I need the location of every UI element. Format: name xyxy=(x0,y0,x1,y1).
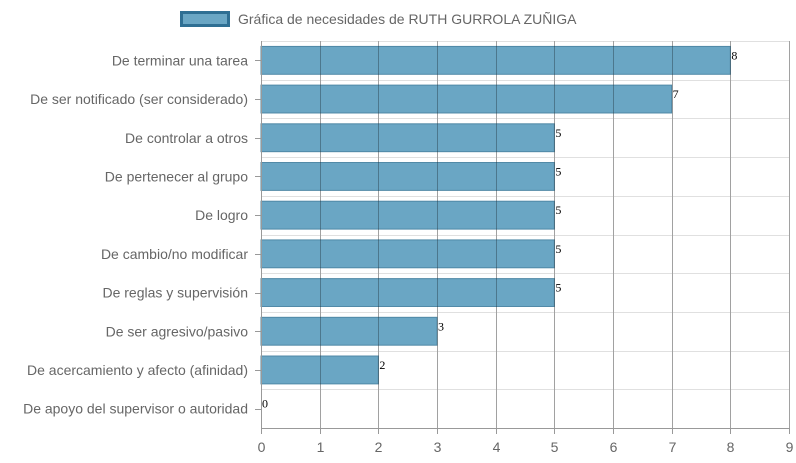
legend-label: Gráfica de necesidades de RUTH GURROLA Z… xyxy=(238,11,577,27)
data-label: 5 xyxy=(555,281,561,295)
category-label: De acercamiento y afecto (afinidad) xyxy=(27,362,248,378)
x-tick-label: 0 xyxy=(258,439,266,455)
x-tick-label: 5 xyxy=(551,439,559,455)
x-tick-label: 6 xyxy=(610,439,618,455)
category-label: De controlar a otros xyxy=(125,130,248,146)
category-label: De ser agresivo/pasivo xyxy=(106,323,249,339)
bar xyxy=(260,84,673,114)
x-tick-label: 7 xyxy=(669,439,677,455)
data-label: 5 xyxy=(555,126,561,140)
x-tick-label: 3 xyxy=(434,439,442,455)
data-label: 5 xyxy=(555,203,561,217)
bar xyxy=(260,355,379,385)
x-tick-label: 1 xyxy=(317,439,325,455)
bar xyxy=(260,123,555,153)
data-label: 2 xyxy=(379,358,385,372)
category-label: De logro xyxy=(195,207,248,223)
data-label: 8 xyxy=(731,48,737,62)
bar xyxy=(260,239,555,269)
category-label: De cambio/no modificar xyxy=(101,246,248,262)
data-label: 7 xyxy=(673,87,679,101)
data-label: 5 xyxy=(555,242,561,256)
category-label: De terminar una tarea xyxy=(112,52,248,68)
bar xyxy=(260,45,731,75)
x-tick-label: 2 xyxy=(375,439,383,455)
category-label: De apoyo del supervisor o autoridad xyxy=(23,401,248,417)
bar xyxy=(260,316,438,346)
category-label: De pertenecer al grupo xyxy=(105,168,248,184)
legend-swatch xyxy=(180,11,230,27)
bar xyxy=(260,278,555,307)
category-label: De ser notificado (ser considerado) xyxy=(30,91,248,107)
data-label: 5 xyxy=(555,165,561,179)
x-tick-label: 9 xyxy=(786,439,794,455)
bar xyxy=(260,200,555,230)
category-label: De reglas y supervisión xyxy=(102,285,248,301)
x-tick-label: 4 xyxy=(493,439,501,455)
bar xyxy=(260,162,555,191)
data-label: 0 xyxy=(262,397,268,411)
x-tick-label: 8 xyxy=(727,439,735,455)
data-label: 3 xyxy=(438,319,444,333)
chart-legend[interactable]: Gráfica de necesidades de RUTH GURROLA Z… xyxy=(180,8,576,30)
